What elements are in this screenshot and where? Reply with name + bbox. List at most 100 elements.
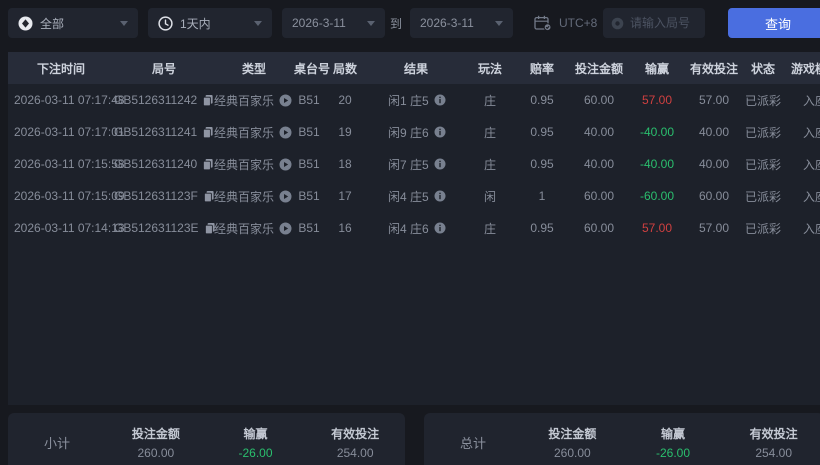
round-id-cell: GB5126311242 <box>114 93 214 107</box>
odds: 0.95 <box>530 157 554 171</box>
win-loss: -40.00 <box>639 157 675 171</box>
col-header-bet-time: 下注时间 <box>36 61 85 76</box>
total-panel: 总计 投注金额 260.00 输赢 -26.00 有效投注 254.00 <box>424 413 820 465</box>
result: 闲4 庄6 <box>388 221 429 236</box>
game-mode: 入座 <box>802 125 820 140</box>
valid-bet: 57.00 <box>698 221 730 235</box>
odds: 0.95 <box>530 221 554 235</box>
info-icon[interactable] <box>434 222 446 234</box>
bet-history-table: 下注时间 局号 类型 桌台号 局数 结果 玩法 赔率 投注金额 输赢 有效投注 … <box>8 52 820 405</box>
win-loss: -60.00 <box>639 189 675 203</box>
table-row[interactable]: 2026-03-11 07:15:09 GB512631123F 经典百家乐 B… <box>8 180 820 212</box>
round-id: GB512631123E <box>114 221 199 235</box>
col-header-play: 玩法 <box>477 61 502 76</box>
valid-bet: 60.00 <box>698 189 730 203</box>
game-mode: 入座 <box>802 189 820 204</box>
round-number-icon <box>611 17 624 30</box>
range-value: 1天内 <box>180 16 211 31</box>
to-label: 到 <box>390 16 403 31</box>
bet-amount: 60.00 <box>583 189 615 203</box>
round-id-cell: GB512631123F <box>114 189 214 203</box>
col-header-valid-bet: 有效投注 <box>689 61 738 76</box>
replay-icon[interactable] <box>279 190 292 203</box>
info-icon[interactable] <box>434 126 446 138</box>
copy-icon[interactable] <box>202 158 214 171</box>
valid-bet: 57.00 <box>698 93 730 107</box>
game-type-cell: 经典百家乐 <box>214 92 294 109</box>
total-valid: 有效投注 254.00 <box>723 425 820 460</box>
table-row[interactable]: 2026-03-11 07:17:48 GB5126311242 经典百家乐 B… <box>8 84 820 116</box>
game-type: 经典百家乐 <box>214 93 275 108</box>
bet-amount: 60.00 <box>583 221 615 235</box>
replay-icon[interactable] <box>279 222 292 235</box>
date-to-picker[interactable]: 2026-3-11 <box>410 8 513 38</box>
round-number-field[interactable] <box>603 8 705 38</box>
round-no: 16 <box>338 221 352 235</box>
subtotal-bet-value: 260.00 <box>137 445 175 460</box>
odds: 0.95 <box>530 125 554 139</box>
date-from-value: 2026-3-11 <box>292 16 346 30</box>
table-no: B51 <box>298 93 320 107</box>
round-no: 19 <box>338 125 352 139</box>
play-type: 庄 <box>483 157 496 172</box>
chevron-down-icon <box>120 20 128 26</box>
result: 闲1 庄5 <box>388 93 429 108</box>
info-icon[interactable] <box>434 94 446 106</box>
table-row[interactable]: 2026-03-11 07:17:01 GB5126311241 经典百家乐 B… <box>8 116 820 148</box>
col-header-round-no: 局数 <box>332 61 357 76</box>
query-button[interactable]: 查询 <box>728 8 820 38</box>
valid-bet: 40.00 <box>698 125 730 139</box>
game-type-cell: 经典百家乐 <box>214 220 294 237</box>
clock-icon <box>158 15 173 31</box>
round-id: GB5126311242 <box>114 93 198 107</box>
game-type: 经典百家乐 <box>214 125 275 140</box>
col-header-table-no: 桌台号 <box>294 61 331 76</box>
status: 已派彩 <box>744 189 781 204</box>
col-header-result: 结果 <box>403 61 428 76</box>
bet-time: 2026-03-11 07:17:48 <box>14 93 125 107</box>
status: 已派彩 <box>744 125 781 140</box>
col-header-bet-amount: 投注金额 <box>574 61 623 76</box>
copy-icon[interactable] <box>204 222 216 235</box>
timezone-indicator: UTC+8 <box>527 15 597 31</box>
round-id-cell: GB512631123E <box>114 221 216 235</box>
result-cell: 闲4 庄5 <box>366 188 466 205</box>
chevron-down-icon <box>367 20 375 26</box>
result: 闲4 庄5 <box>388 189 429 204</box>
bet-amount: 40.00 <box>583 125 615 139</box>
table-header-row: 下注时间 局号 类型 桌台号 局数 结果 玩法 赔率 投注金额 输赢 有效投注 … <box>8 52 820 84</box>
category-value: 全部 <box>40 16 65 31</box>
timezone-label: UTC+8 <box>559 16 598 30</box>
odds: 0.95 <box>530 93 554 107</box>
total-winloss-value: -26.00 <box>655 445 691 460</box>
game-type-cell: 经典百家乐 <box>214 156 294 173</box>
subtotal-valid: 有效投注 254.00 <box>305 425 405 460</box>
round-number-input[interactable] <box>630 16 700 30</box>
table-no: B51 <box>298 189 320 203</box>
table-no: B51 <box>298 157 320 171</box>
replay-icon[interactable] <box>279 126 292 139</box>
replay-icon[interactable] <box>279 158 292 171</box>
info-icon[interactable] <box>434 190 446 202</box>
round-id-cell: GB5126311241 <box>114 125 214 139</box>
table-row[interactable]: 2026-03-11 07:14:13 GB512631123E 经典百家乐 B… <box>8 212 820 244</box>
result-cell: 闲1 庄5 <box>366 92 466 109</box>
replay-icon[interactable] <box>279 94 292 107</box>
copy-icon[interactable] <box>203 190 215 203</box>
subtotal-winloss: 输赢 -26.00 <box>206 425 306 460</box>
copy-icon[interactable] <box>202 94 214 107</box>
table-row[interactable]: 2026-03-11 07:15:58 GB5126311240 经典百家乐 B… <box>8 148 820 180</box>
play-type: 庄 <box>483 93 496 108</box>
col-header-type: 类型 <box>241 61 266 76</box>
copy-icon[interactable] <box>202 126 214 139</box>
subtotal-winloss-value: -26.00 <box>238 445 273 460</box>
subtotal-bet-label: 投注金额 <box>131 426 180 441</box>
result: 闲7 庄5 <box>388 157 429 172</box>
info-icon[interactable] <box>434 158 446 170</box>
round-no: 18 <box>338 157 352 171</box>
date-range-dropdown[interactable]: 1天内 <box>148 8 272 38</box>
date-from-picker[interactable]: 2026-3-11 <box>282 8 385 38</box>
category-dropdown[interactable]: 全部 <box>8 8 138 38</box>
round-no: 20 <box>338 93 352 107</box>
total-bet-value: 260.00 <box>553 445 591 460</box>
